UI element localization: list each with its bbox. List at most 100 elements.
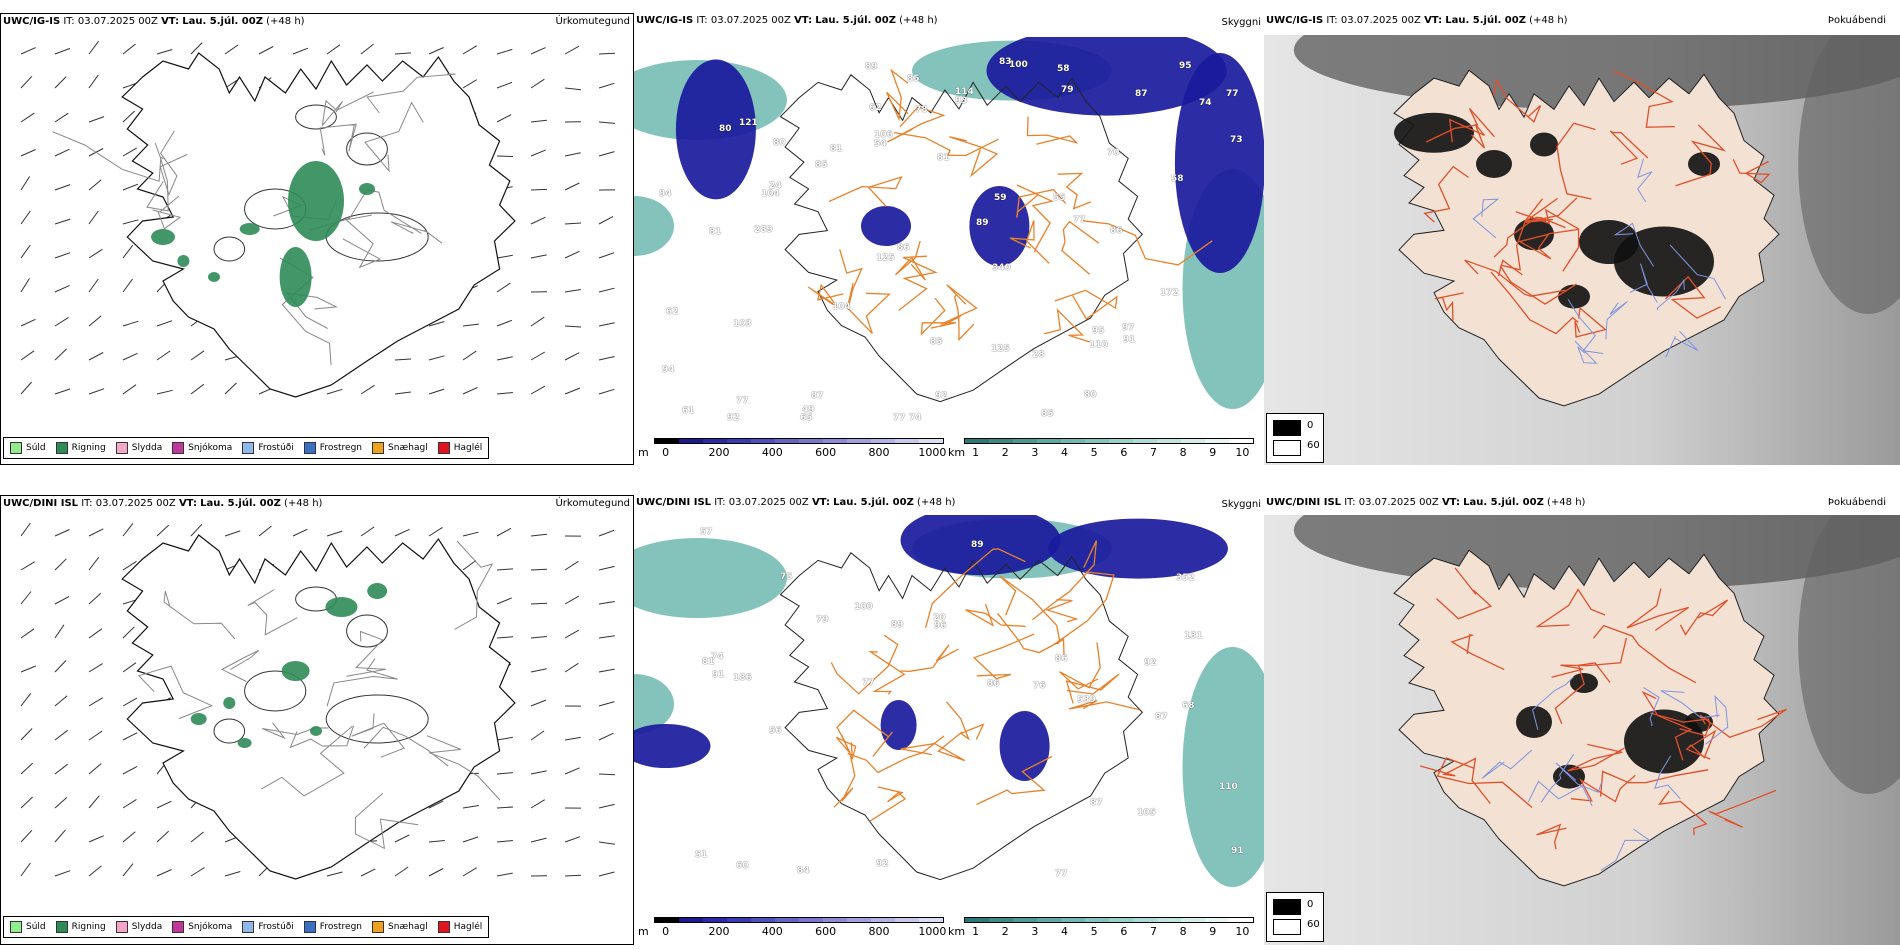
panel-header: UWC/DINI ISL IT: 03.07.2025 00Z VT: Lau.… [1266, 497, 1586, 508]
wind-barb [564, 836, 581, 843]
colorbar-segment [871, 439, 895, 443]
road [1425, 107, 1495, 143]
road [1599, 769, 1709, 797]
legend-swatch [1273, 420, 1301, 436]
fog-area [1558, 284, 1590, 309]
colorbar-segment [775, 918, 799, 922]
wind-barb [598, 356, 615, 361]
glacier-outline [213, 236, 246, 262]
wind-barb [462, 323, 479, 327]
wind-barb [462, 79, 477, 89]
road [1436, 757, 1533, 808]
cloud-base-value: 89 [891, 620, 904, 630]
wind-barb [122, 732, 138, 741]
wind-barb [496, 872, 513, 877]
wind-barb [122, 43, 136, 55]
legend-swatch [1273, 899, 1301, 915]
legend-swatch [115, 442, 128, 454]
wind-barb [88, 278, 99, 293]
low-cloud-area [861, 206, 911, 246]
wind-barb [462, 45, 477, 55]
cloud-base-value: 186 [733, 673, 752, 683]
panel-header: UWC/IG-IS IT: 03.07.2025 00Z VT: Lau. 5.… [1266, 15, 1568, 26]
legend-swatch [372, 921, 385, 933]
wind-barb [598, 215, 614, 225]
road [839, 249, 863, 308]
rain-area [281, 661, 310, 681]
panel-title: Þokuábendi [1827, 15, 1886, 26]
wind-barb [598, 52, 616, 55]
wind-barb [564, 325, 582, 328]
wind-barb [598, 151, 615, 157]
wind-barb [530, 351, 546, 361]
colorbar-segment [799, 439, 823, 443]
colorbar-segment [965, 439, 989, 443]
legend-label: Snæhagl [388, 922, 428, 932]
wind-barb [88, 592, 102, 605]
road [868, 650, 906, 695]
wind-barb [564, 152, 581, 157]
road [999, 575, 1061, 643]
colorbar-tick: 1 [972, 446, 980, 459]
colorbar-segment [655, 918, 679, 922]
colorbar-tick: 8 [1179, 446, 1187, 459]
wind-barb [88, 730, 103, 741]
wind-barb [156, 350, 171, 361]
wind-barb [564, 250, 580, 259]
colorbar-tick: 200 [708, 925, 730, 938]
wind-barb [598, 529, 615, 537]
road [920, 297, 957, 336]
road [1061, 220, 1100, 275]
cloud-base-value: 77 [893, 413, 906, 423]
glacier-outline [325, 694, 429, 744]
road [847, 735, 945, 774]
road [247, 589, 298, 636]
wind-barb [496, 527, 512, 537]
cloud-base-value: 61 [682, 406, 695, 416]
wind-barb [54, 252, 71, 259]
wind-barb [564, 595, 580, 605]
wind-barb [428, 868, 444, 877]
colorbar-segment [775, 439, 799, 443]
legend-item: Frostúði [242, 921, 294, 933]
road [1435, 567, 1493, 620]
colorbar-tick: 3 [1031, 446, 1039, 459]
colorbar-tick: 4 [1061, 925, 1069, 938]
colorbar-segment [989, 918, 1013, 922]
wind-barb [88, 663, 103, 673]
colorbar-segment [799, 918, 823, 922]
cloud-map [634, 37, 1264, 409]
wind-barb [394, 52, 412, 55]
panel-header: UWC/DINI ISL IT: 03.07.2025 00Z VT: Lau.… [636, 497, 956, 508]
river [1669, 244, 1727, 300]
wind-barb [20, 561, 35, 571]
wind-barb [54, 284, 70, 293]
river [1705, 695, 1729, 745]
road [366, 73, 456, 114]
wind-barb [496, 736, 513, 741]
road [940, 284, 978, 328]
road [1679, 599, 1729, 636]
river [1527, 780, 1593, 807]
wind-barb [224, 382, 237, 395]
road [893, 131, 999, 157]
legend-item: Frostregn [303, 442, 363, 454]
cloud-base-value: 68 [1182, 701, 1195, 711]
wind-barb [598, 252, 615, 259]
cloud-base-value: 55 [1053, 193, 1066, 203]
wind-barb [156, 800, 172, 809]
legend-label: Frostregn [319, 443, 363, 453]
wind-barb [598, 668, 615, 673]
road [1517, 228, 1578, 260]
cloud-base-value: 54 [874, 139, 887, 149]
colorbar-tick: 1000 [918, 925, 947, 938]
colorbar-strip [964, 917, 1254, 923]
cloud-base-value: 289 [754, 225, 773, 235]
road [836, 709, 893, 757]
cloud-base-value: 75 [780, 572, 793, 582]
road [898, 255, 938, 312]
cloud-base-value: 95 [1092, 326, 1105, 336]
wind-barb [54, 348, 67, 361]
colorbar-unit: km [948, 446, 966, 459]
road [1026, 116, 1079, 145]
